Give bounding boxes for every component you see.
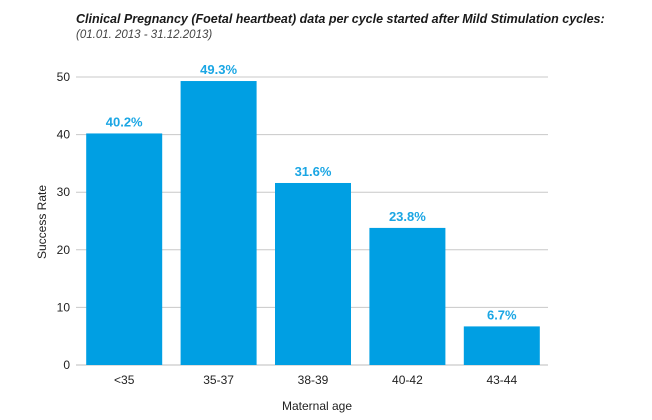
y-tick-label: 50 <box>57 70 71 84</box>
bar <box>180 81 257 366</box>
y-tick-label: 40 <box>57 128 71 142</box>
chart-title: Clinical Pregnancy (Foetal heartbeat) da… <box>76 12 605 26</box>
bar-value-label: 49.3% <box>200 62 237 77</box>
y-tick-label: 20 <box>57 243 71 257</box>
bar <box>86 133 163 365</box>
y-axis-label: Success Rate <box>35 185 49 259</box>
bar-value-label: 23.8% <box>389 209 426 224</box>
y-tick-label: 30 <box>57 185 71 199</box>
x-tick-label: <35 <box>114 373 135 387</box>
x-tick-label: 38-39 <box>298 373 329 387</box>
bars <box>86 81 540 366</box>
data-labels: 40.2% 49.3% 31.6% 23.8% 6.7% <box>106 62 517 322</box>
y-tick-label: 0 <box>63 358 70 372</box>
bar-value-label: 40.2% <box>106 114 143 129</box>
chart-subtitle: (01.01. 2013 - 31.12.2013) <box>76 29 213 41</box>
bar-value-label: 6.7% <box>487 307 517 322</box>
x-tick-label: 43-44 <box>486 373 517 387</box>
bar <box>275 182 351 365</box>
x-tick-label: 35-37 <box>203 373 234 387</box>
y-axis-ticks: 0 10 20 30 40 50 <box>57 70 71 372</box>
y-tick-label: 10 <box>57 300 71 314</box>
x-axis-label: Maternal age <box>282 399 352 413</box>
x-tick-label: 40-42 <box>392 373 423 387</box>
bar-value-label: 31.6% <box>295 164 332 179</box>
bar <box>369 227 446 365</box>
bar <box>463 326 540 365</box>
x-axis-ticks: <35 35-37 38-39 40-42 43-44 <box>114 373 517 387</box>
